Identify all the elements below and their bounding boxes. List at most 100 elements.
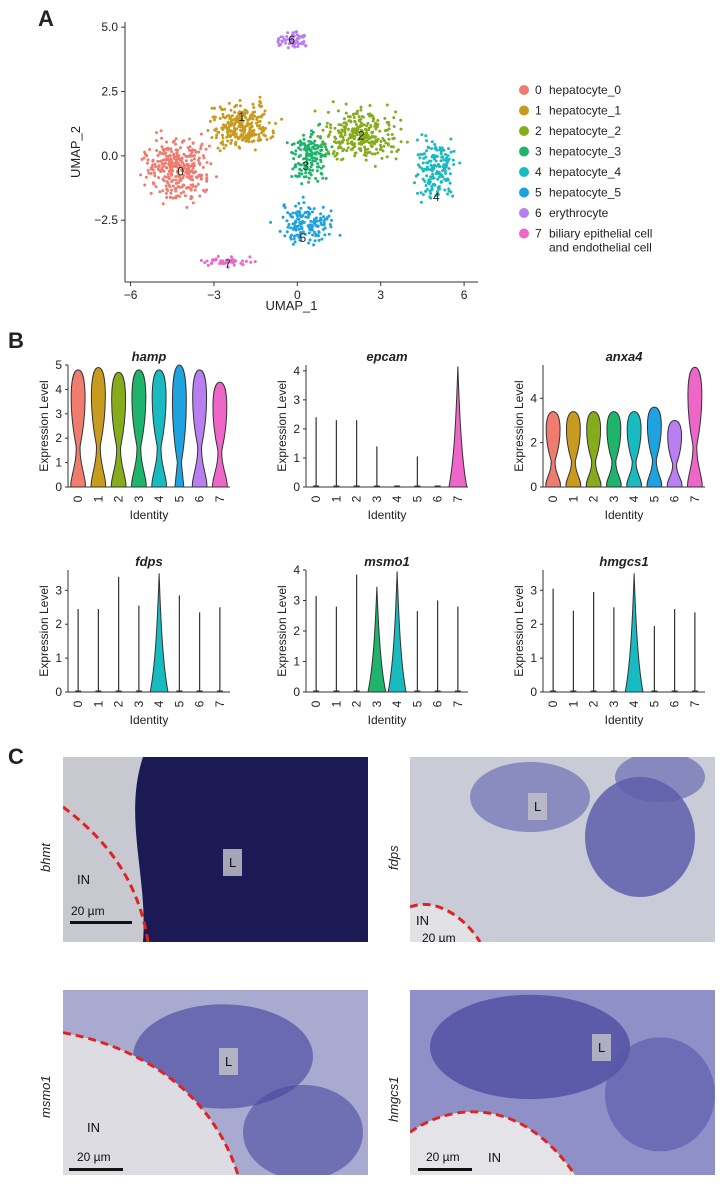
- umap-point: [206, 128, 210, 132]
- umap-point: [317, 230, 321, 234]
- umap-point: [383, 116, 387, 120]
- umap-point: [221, 115, 225, 119]
- scale-label: 20 µm: [422, 931, 456, 942]
- violin-x-tick-label: 2: [112, 700, 126, 707]
- umap-point: [297, 217, 301, 221]
- violin-x-tick-label: 7: [213, 495, 227, 502]
- umap-point: [353, 119, 357, 123]
- umap-point: [283, 206, 287, 210]
- umap-point: [196, 158, 200, 162]
- umap-point: [192, 162, 196, 166]
- umap-point: [300, 227, 304, 231]
- umap-point: [313, 147, 317, 151]
- umap-point: [239, 261, 243, 265]
- umap-point: [437, 175, 441, 179]
- umap-point: [198, 194, 202, 198]
- violin-x-tick-label: 5: [647, 700, 661, 707]
- umap-point: [305, 157, 309, 161]
- umap-point: [205, 173, 209, 177]
- umap-point: [189, 154, 193, 158]
- umap-point: [378, 129, 382, 133]
- umap-point: [152, 181, 156, 185]
- umap-point: [251, 102, 255, 106]
- umap-point: [319, 136, 323, 140]
- umap-point: [181, 161, 185, 165]
- violin-y-tick-label: 0: [293, 685, 300, 699]
- umap-point: [210, 261, 214, 265]
- umap-point: [199, 132, 203, 136]
- umap-point: [241, 133, 245, 137]
- umap-point: [367, 128, 371, 132]
- umap-point: [314, 177, 318, 181]
- violin-x-label: Identity: [605, 713, 644, 727]
- umap-point: [171, 140, 175, 144]
- umap-point: [164, 191, 168, 195]
- umap-point: [171, 184, 175, 188]
- umap-point: [255, 121, 259, 125]
- umap-point: [357, 115, 361, 119]
- umap-point: [249, 260, 253, 264]
- violin-x-tick-label: 0: [309, 700, 323, 707]
- umap-point: [296, 45, 300, 49]
- umap-point: [365, 124, 369, 128]
- umap-point: [283, 234, 287, 238]
- umap-point: [387, 137, 391, 141]
- umap-point: [210, 106, 214, 110]
- umap-point: [363, 148, 367, 152]
- umap-point: [414, 174, 418, 178]
- umap-point: [229, 141, 233, 145]
- umap-point: [227, 128, 231, 132]
- umap-point: [347, 136, 351, 140]
- umap-point: [226, 139, 230, 143]
- violin-title: hmgcs1: [599, 554, 648, 569]
- umap-point: [244, 136, 248, 140]
- umap-point: [419, 191, 423, 195]
- umap-point: [190, 150, 194, 154]
- umap-point: [316, 225, 320, 229]
- umap-point: [221, 136, 225, 140]
- umap-point: [212, 115, 216, 119]
- umap-point: [217, 130, 221, 134]
- umap-point: [169, 195, 173, 199]
- umap-point: [297, 146, 301, 150]
- umap-point: [301, 213, 305, 217]
- umap-point: [327, 152, 331, 156]
- umap-point: [187, 167, 191, 171]
- umap-point: [434, 193, 438, 197]
- umap-point: [204, 147, 208, 151]
- umap-point: [233, 110, 237, 114]
- umap-point: [171, 196, 175, 200]
- umap-point: [291, 211, 295, 215]
- cluster-label-3: 3: [302, 159, 309, 173]
- umap-point: [177, 166, 181, 170]
- violin-x-tick-label: 3: [607, 700, 621, 707]
- umap-point: [313, 159, 317, 163]
- y-tick-label: 5.0: [101, 20, 118, 34]
- gene-label-bhmt: bhmt: [38, 843, 53, 872]
- umap-point: [244, 116, 248, 120]
- umap-point: [223, 107, 227, 111]
- x-tick-label: 0: [294, 288, 301, 302]
- umap-point: [212, 106, 216, 110]
- umap-point: [360, 129, 364, 133]
- violin-title: anxa4: [606, 349, 644, 364]
- umap-point: [194, 175, 198, 179]
- umap-point: [220, 260, 224, 264]
- violin-x-tick-label: 6: [668, 700, 682, 707]
- violin-x-tick-label: 1: [566, 495, 580, 502]
- umap-point: [313, 230, 317, 234]
- umap-point: [429, 159, 433, 163]
- umap-point: [352, 116, 356, 120]
- violin-mark: [191, 369, 208, 488]
- umap-point: [366, 112, 370, 116]
- umap-point: [179, 146, 183, 150]
- umap-point: [442, 158, 446, 162]
- umap-point: [291, 227, 295, 231]
- umap-point: [448, 172, 452, 176]
- umap-point: [239, 128, 243, 132]
- umap-point: [343, 130, 347, 134]
- umap-point: [362, 136, 366, 140]
- umap-point: [394, 110, 398, 114]
- umap-point: [239, 111, 243, 115]
